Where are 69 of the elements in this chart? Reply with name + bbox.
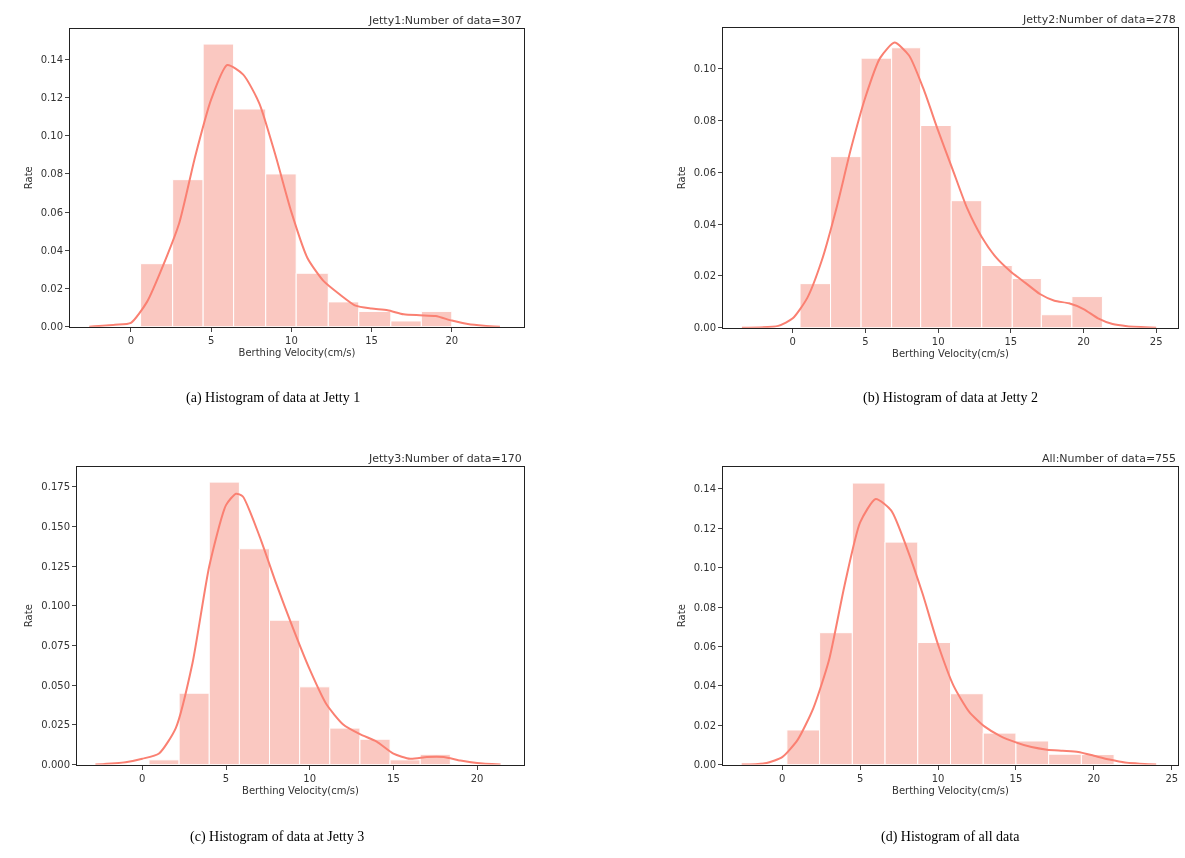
- x-tick-label: 15: [387, 772, 400, 784]
- x-axis-title: Berthing Velocity(cm/s): [242, 785, 360, 797]
- x-tick-label: 10: [931, 772, 945, 784]
- y-tick-label: 0.150: [41, 521, 70, 533]
- y-tick-label: 0.10: [40, 130, 63, 142]
- chart-title: Jetty3:Number of data=170: [368, 452, 522, 465]
- y-tick-label: 0.06: [693, 640, 716, 652]
- y-tick-label: 0.08: [40, 168, 63, 180]
- x-tick-label: 15: [1009, 772, 1023, 784]
- text: (a) Histogram of data at Jetty 1: [186, 390, 361, 406]
- x-tick-label: 25: [1165, 772, 1179, 784]
- y-axis-title: Rate: [675, 166, 687, 190]
- y-tick-label: 0.14: [693, 483, 716, 495]
- y-tick-label: 0.00: [693, 322, 716, 334]
- y-tick-label: 0.04: [693, 218, 716, 230]
- y-tick-label: 0.02: [693, 719, 716, 731]
- y-tick-label: 0.100: [41, 600, 70, 612]
- x-tick-label: 5: [222, 772, 230, 784]
- x-tick-label: 20: [1087, 772, 1101, 784]
- x-axis-title: Berthing Velocity(cm/s): [892, 785, 1010, 797]
- y-tick-label: 0.12: [40, 92, 63, 104]
- y-tick-label: 0.025: [41, 719, 70, 731]
- y-tick-label: 0.04: [693, 680, 716, 692]
- text: (b) Histogram of data at Jetty 2: [863, 390, 1038, 406]
- chart-title: All:Number of data=755: [1042, 452, 1177, 465]
- x-tick-label: 0: [139, 772, 146, 784]
- x-tick-label: 25: [1149, 335, 1163, 347]
- y-axis-title: Rate: [23, 604, 35, 628]
- x-tick-label: 10: [303, 772, 317, 784]
- text: (c) Histogram of data at Jetty 3: [190, 829, 365, 845]
- x-tick-label: 20: [470, 772, 484, 784]
- y-tick-label: 0.125: [41, 560, 70, 572]
- x-tick-label: 5: [207, 334, 215, 346]
- y-tick-label: 0.06: [693, 166, 716, 178]
- x-tick-label: 0: [789, 335, 796, 347]
- y-tick-label: 0.08: [693, 114, 716, 126]
- y-tick-label: 0.00: [693, 759, 716, 771]
- y-axis-title: Rate: [675, 604, 687, 628]
- x-tick-label: 5: [856, 772, 864, 784]
- x-tick-label: 5: [862, 335, 869, 347]
- y-axis-title: Rate: [22, 166, 34, 190]
- x-tick-label: 15: [365, 334, 378, 346]
- y-tick-label: 0.10: [693, 62, 716, 74]
- y-tick-label: 0.14: [40, 53, 63, 65]
- y-tick-label: 0.02: [40, 283, 63, 295]
- y-tick-label: 0.000: [41, 759, 70, 771]
- x-tick-label: 0: [779, 772, 786, 784]
- x-tick-label: 10: [285, 334, 298, 346]
- x-axis-title: Berthing Velocity(cm/s): [892, 348, 1010, 360]
- x-tick-label: 20: [1077, 335, 1090, 347]
- x-tick-label: 10: [931, 335, 945, 347]
- x-tick-label: 20: [445, 334, 459, 346]
- y-tick-label: 0.06: [40, 206, 63, 218]
- y-tick-label: 0.08: [693, 601, 716, 613]
- y-tick-label: 0.00: [40, 321, 63, 333]
- chart-title: Jetty1:Number of data=307: [368, 14, 522, 27]
- text: (d) Histogram of all data: [881, 829, 1021, 845]
- y-tick-label: 0.050: [41, 679, 70, 691]
- x-tick-label: 15: [1004, 335, 1018, 347]
- y-tick-label: 0.02: [693, 270, 716, 282]
- y-tick-label: 0.10: [693, 562, 716, 574]
- x-tick-label: 0: [127, 334, 135, 346]
- x-axis-title: Berthing Velocity(cm/s): [238, 347, 356, 359]
- y-tick-label: 0.12: [693, 522, 716, 534]
- y-tick-label: 0.075: [41, 640, 70, 652]
- y-tick-label: 0.04: [40, 244, 63, 256]
- y-tick-label: 0.175: [41, 481, 70, 493]
- chart-title: Jetty2:Number of data=278: [1022, 13, 1176, 26]
- line-series: [94, 492, 502, 765]
